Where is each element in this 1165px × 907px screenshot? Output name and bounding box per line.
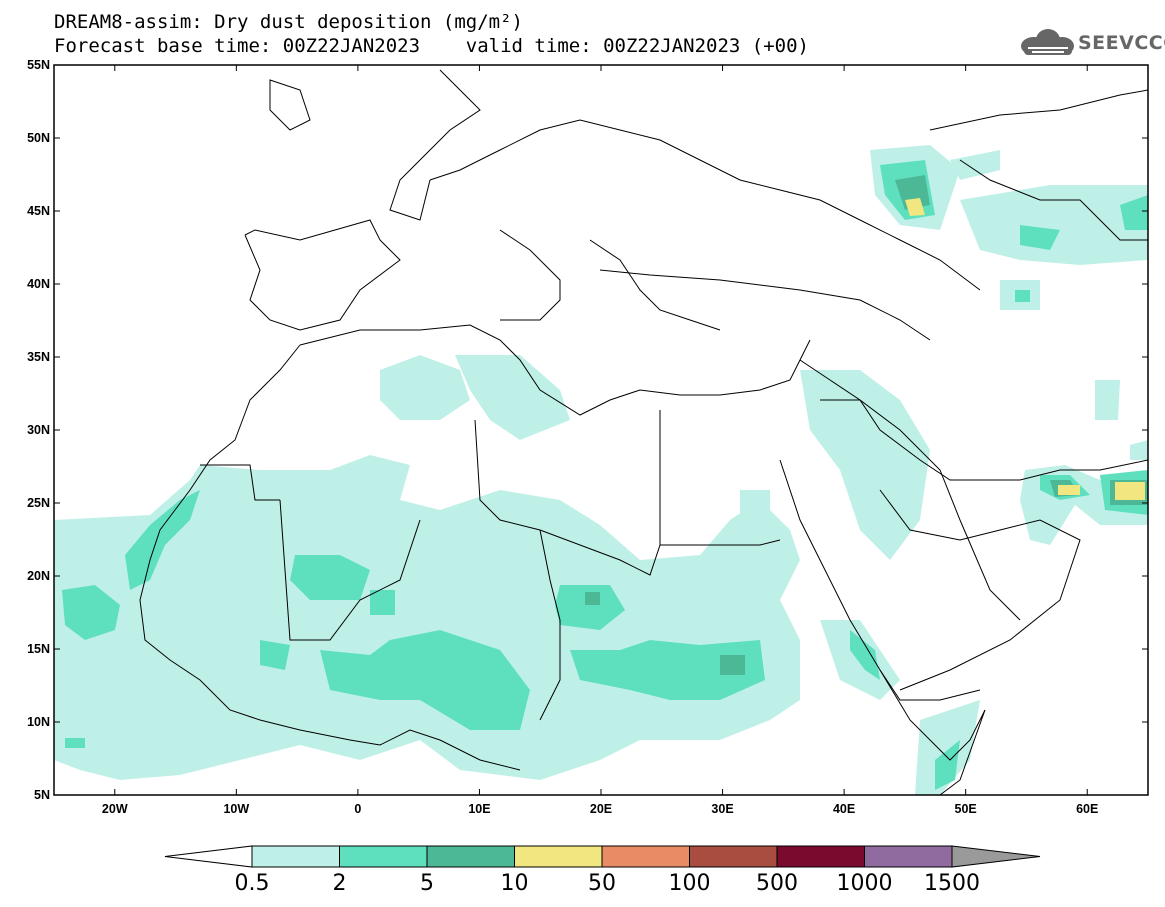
lon-tick-label: 0 <box>354 802 361 816</box>
lat-tick-label: 25N <box>27 496 50 510</box>
colorbar-low-arrow <box>164 845 253 868</box>
colorbar-label: 10 <box>501 871 529 896</box>
lat-tick-label: 10N <box>27 715 50 729</box>
colorbar-swatch <box>601 845 690 868</box>
colorbar-swatch <box>514 845 603 868</box>
colorbar-label: 0.5 <box>235 871 270 896</box>
colorbar-swatch <box>689 845 778 868</box>
lat-tick-label: 5N <box>34 788 50 802</box>
colorbar-swatch <box>251 845 340 868</box>
colorbar: 0.5 2 5 10 50 100 500 1000 1500 <box>164 845 1041 896</box>
lon-tick-label: 10E <box>468 802 490 816</box>
map-title-line1: DREAM8-assim: Dry dust deposition (mg/m²… <box>54 11 523 33</box>
colorbar-label: 50 <box>588 871 616 896</box>
colorbar-swatch <box>339 845 428 868</box>
colorbar-label: 500 <box>756 871 798 896</box>
dust-level-10-50 <box>905 198 1145 500</box>
colorbar-swatch <box>776 845 865 868</box>
dust-level-2-5 <box>62 160 1148 790</box>
seevccc-logo <box>1021 29 1074 55</box>
lon-tick-label: 20W <box>102 802 128 816</box>
lat-tick-label: 35N <box>27 350 50 364</box>
lat-tick-label: 15N <box>27 642 50 656</box>
lon-tick-label: 60E <box>1076 802 1098 816</box>
colorbar-label: 1500 <box>924 871 980 896</box>
lat-tick-label: 45N <box>27 204 50 218</box>
colorbar-swatch <box>426 845 515 868</box>
dust-fields <box>54 145 1148 795</box>
lat-tick-label: 50N <box>27 131 50 145</box>
colorbar-label: 5 <box>420 871 434 896</box>
colorbar-label: 100 <box>669 871 711 896</box>
longitude-axis: 20W 10W 0 10E 20E 30E 40E 50E 60E <box>102 65 1098 816</box>
lon-tick-label: 50E <box>955 802 977 816</box>
colorbar-swatch <box>864 845 953 868</box>
colorbar-high-arrow <box>951 845 1041 868</box>
map-title-line2: Forecast base time: 00Z22JAN2023 valid t… <box>54 35 809 57</box>
lat-tick-label: 30N <box>27 423 50 437</box>
coastlines-borders <box>139 69 1148 795</box>
logo-text: SEEVCCC <box>1078 32 1165 54</box>
cloud-icon <box>1021 29 1074 55</box>
latitude-axis: 5N 10N 15N 20N 25N 30N 35N 40N 45N 50N 55N <box>27 58 1148 802</box>
dust-level-0.5-2 <box>54 145 1148 795</box>
lat-tick-label: 55N <box>27 58 50 72</box>
colorbar-label: 1000 <box>837 871 893 896</box>
colorbar-label: 2 <box>333 871 347 896</box>
lon-tick-label: 10W <box>223 802 249 816</box>
lat-tick-label: 40N <box>27 277 50 291</box>
lat-tick-label: 20N <box>27 569 50 583</box>
lon-tick-label: 20E <box>590 802 612 816</box>
lon-tick-label: 40E <box>833 802 855 816</box>
lon-tick-label: 30E <box>711 802 733 816</box>
